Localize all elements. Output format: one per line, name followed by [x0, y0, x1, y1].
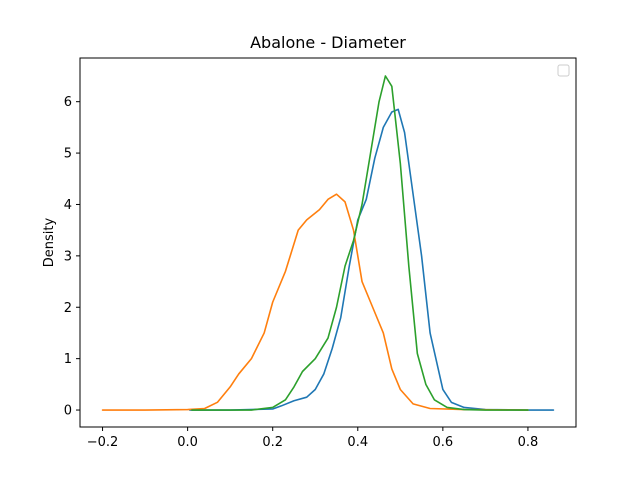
- y-axis-ticks: 0 1 2 3 4 5 6: [64, 95, 80, 419]
- y-tick-label: 6: [64, 95, 72, 110]
- series-lines: [101, 75, 555, 411]
- x-tick-label: 0.6: [433, 435, 454, 450]
- y-tick-label: 2: [64, 301, 72, 316]
- y-tick-label: 4: [64, 198, 72, 213]
- y-axis-label: Density: [42, 217, 57, 267]
- y-tick-label: 5: [64, 147, 72, 162]
- x-tick-label: 0.8: [518, 435, 539, 450]
- density-line-3: [191, 75, 529, 411]
- y-tick-label: 1: [64, 352, 72, 367]
- y-tick-label: 0: [64, 404, 72, 419]
- chart-title: Abalone - Diameter: [250, 33, 406, 52]
- density-line-2: [101, 193, 529, 411]
- axes-frame: [79, 57, 577, 428]
- x-tick-label: 0.2: [262, 435, 283, 450]
- x-tick-label: 0.4: [347, 435, 368, 450]
- y-tick-label: 3: [64, 249, 72, 264]
- legend-box: [557, 64, 570, 77]
- x-tick-label: −0.2: [87, 435, 119, 450]
- density-line-1: [188, 108, 555, 411]
- x-axis-ticks: −0.2 0.0 0.2 0.4 0.6 0.8: [87, 427, 539, 450]
- x-tick-label: 0.0: [177, 435, 198, 450]
